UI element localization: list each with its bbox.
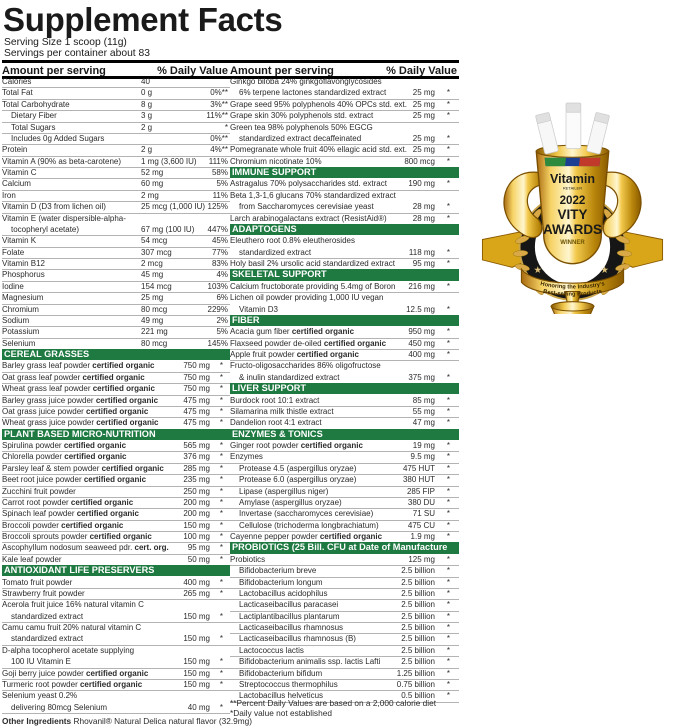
svg-text:★: ★ bbox=[600, 265, 608, 275]
svg-text:Vitamin: Vitamin bbox=[550, 172, 595, 186]
svg-text:WINNER: WINNER bbox=[560, 240, 585, 246]
svg-text:AWARDS: AWARDS bbox=[543, 222, 602, 237]
svg-text:★: ★ bbox=[534, 265, 542, 275]
svg-text:2022: 2022 bbox=[560, 194, 586, 207]
svg-text:VITY: VITY bbox=[558, 207, 588, 222]
svg-text:RETAILER: RETAILER bbox=[563, 185, 582, 190]
